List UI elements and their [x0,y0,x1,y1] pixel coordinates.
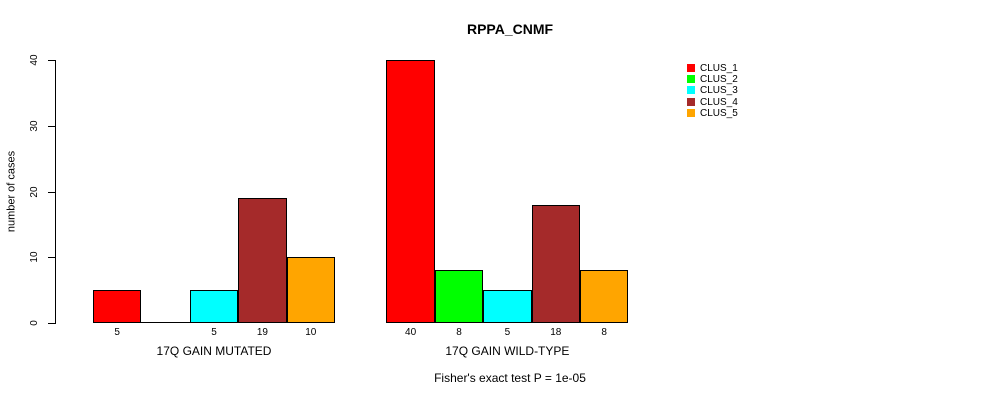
bar-value-label: 19 [256,327,268,338]
legend-swatch-icon [687,86,695,95]
y-axis-label: number of cases [5,150,18,233]
y-axis-tick [48,257,55,258]
bar-value-label: 5 [504,327,511,338]
y-axis-line [55,60,56,324]
bar-value-label: 10 [305,327,317,338]
bar-clus_5 [580,270,629,323]
y-axis-tick [48,126,55,127]
bar-clus_3 [189,290,239,323]
bar-value-label: 8 [456,327,462,338]
y-tick-label: 20 [29,186,40,198]
y-axis-tick [48,323,55,324]
bar-value-label: 8 [601,327,607,338]
bar-clus_4 [238,198,287,323]
y-tick-label: 40 [29,54,40,66]
category-label: 17Q GAIN MUTATED [156,344,272,358]
bar-value-label: 5 [114,327,120,338]
bar-zero-clus_2 [141,322,190,323]
bar-value-label: 5 [211,327,217,338]
bar-clus_2 [434,270,484,323]
bar-clus_4 [531,205,580,323]
bar-clus_1 [93,290,142,323]
legend-label: CLUS_5 [700,107,738,119]
chart-title: RPPA_CNMF [466,21,554,37]
annotation-text: Fisher's exact test P = 1e-05 [434,371,586,385]
y-axis-tick [48,60,55,61]
legend-label: CLUS_4 [700,96,738,108]
y-tick-label: 30 [29,120,40,132]
y-tick-label: 10 [29,251,40,263]
legend-swatch-icon [687,97,695,106]
category-label: 17Q GAIN WILD-TYPE [445,344,570,358]
bar-value-label: 18 [550,327,562,338]
legend-swatch-icon [687,75,695,84]
y-tick-label: 0 [29,320,40,326]
bar-clus_3 [483,290,532,323]
legend-label: CLUS_3 [700,85,738,97]
bar-value-label: 40 [405,327,417,338]
y-axis-tick [48,192,55,193]
bar-clus_1 [386,60,435,323]
bar-clus_5 [286,257,335,323]
legend-label: CLUS_2 [700,74,738,86]
legend-swatch-icon [687,64,695,72]
legend-label: CLUS_1 [700,63,738,74]
legend-swatch-icon [687,108,695,117]
